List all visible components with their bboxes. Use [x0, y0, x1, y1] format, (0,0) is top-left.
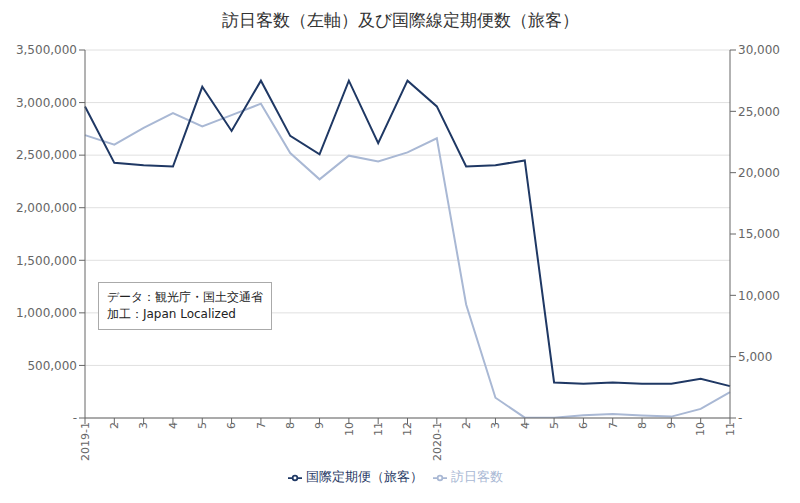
svg-text:9: 9: [665, 422, 678, 429]
svg-text:3: 3: [489, 422, 502, 429]
svg-text:3,500,000: 3,500,000: [16, 43, 77, 57]
svg-text:5: 5: [548, 422, 561, 429]
svg-text:2: 2: [460, 422, 473, 429]
svg-text:-: -: [73, 411, 77, 425]
svg-text:-: -: [738, 411, 742, 425]
svg-text:30,000: 30,000: [738, 43, 780, 57]
svg-text:12: 12: [401, 422, 414, 436]
svg-text:4: 4: [167, 422, 180, 429]
svg-text:10,000: 10,000: [738, 289, 780, 303]
svg-text:11: 11: [372, 422, 385, 436]
svg-text:3: 3: [137, 422, 150, 429]
html-text:国際定期便（旅客）: 国際定期便（旅客）: [305, 469, 423, 484]
svg-text:1,500,000: 1,500,000: [16, 254, 77, 268]
svg-text:3,000,000: 3,000,000: [16, 96, 77, 110]
svg-text:9: 9: [313, 422, 326, 429]
html-text:訪日客数（左軸）及び国際線定期便数（旅客）: 訪日客数（左軸）及び国際線定期便数（旅客）: [221, 10, 579, 30]
svg-text:1,000,000: 1,000,000: [16, 306, 77, 320]
html-text:データ：観光庁・国土交通省: データ：観光庁・国土交通省: [106, 289, 263, 304]
svg-text:4: 4: [519, 422, 532, 429]
svg-text:2019-1: 2019-1: [79, 422, 92, 461]
svg-text:6: 6: [577, 422, 590, 429]
svg-text:5: 5: [196, 422, 209, 429]
svg-text:5,000: 5,000: [738, 350, 772, 364]
svg-text:8: 8: [636, 422, 649, 429]
html-text:訪日客数: 訪日客数: [450, 469, 503, 484]
svg-text:2,500,000: 2,500,000: [16, 148, 77, 162]
svg-text:7: 7: [255, 422, 268, 429]
html-text:加工：Japan Localized: 加工：Japan Localized: [106, 306, 236, 321]
svg-text:8: 8: [284, 422, 297, 429]
svg-text:10: 10: [343, 422, 356, 436]
svg-text:25,000: 25,000: [738, 105, 780, 119]
svg-text:7: 7: [607, 422, 620, 429]
svg-text:2020-1: 2020-1: [431, 422, 444, 461]
svg-text:500,000: 500,000: [27, 359, 77, 373]
svg-text:11: 11: [724, 422, 737, 436]
svg-text:2: 2: [108, 422, 121, 429]
svg-text:10: 10: [694, 422, 707, 436]
svg-text:2,000,000: 2,000,000: [16, 201, 77, 215]
svg-text:20,000: 20,000: [738, 166, 780, 180]
svg-text:15,000: 15,000: [738, 227, 780, 241]
svg-text:6: 6: [225, 422, 238, 429]
